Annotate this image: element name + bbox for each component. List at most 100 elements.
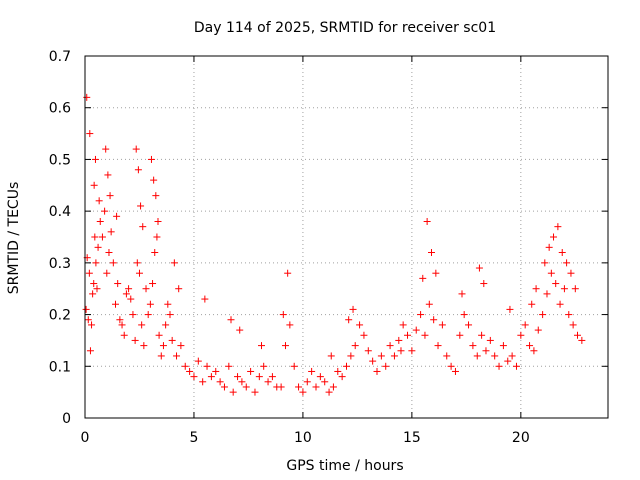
data-point — [101, 207, 109, 215]
data-point — [220, 383, 228, 391]
data-point — [89, 290, 97, 298]
data-points — [82, 93, 586, 396]
data-point — [303, 378, 311, 386]
data-point — [264, 378, 272, 386]
data-point — [173, 352, 181, 360]
data-point — [98, 233, 106, 241]
data-point — [154, 217, 162, 225]
data-point — [90, 280, 98, 288]
data-point — [360, 331, 368, 339]
data-point — [473, 352, 481, 360]
data-point — [412, 326, 420, 334]
data-point — [504, 357, 512, 365]
data-point — [103, 269, 111, 277]
data-point — [134, 166, 142, 174]
data-point — [247, 367, 255, 375]
y-axis-label: SRMTID / TECUs — [6, 182, 22, 295]
y-tick-label: 0.6 — [49, 101, 71, 117]
data-point — [153, 233, 161, 241]
data-point — [127, 295, 135, 303]
data-point — [236, 326, 244, 334]
y-tick-label: 0.1 — [49, 359, 71, 375]
data-point — [84, 316, 92, 324]
data-point — [369, 357, 377, 365]
data-point — [258, 342, 266, 350]
data-point — [506, 305, 514, 313]
data-point — [438, 321, 446, 329]
data-point — [316, 373, 324, 381]
data-point — [334, 367, 342, 375]
data-point — [129, 311, 137, 319]
data-point — [345, 316, 353, 324]
data-point — [521, 321, 529, 329]
data-point — [107, 228, 115, 236]
data-point — [571, 285, 579, 293]
data-point — [308, 367, 316, 375]
data-point — [482, 347, 490, 355]
x-tick-label: 15 — [403, 430, 421, 446]
data-point — [109, 259, 117, 267]
data-point — [417, 311, 425, 319]
x-tick-label: 0 — [81, 430, 90, 446]
data-point — [181, 362, 189, 370]
data-point — [295, 383, 303, 391]
data-point — [255, 373, 263, 381]
data-point — [458, 290, 466, 298]
data-point — [199, 378, 207, 386]
data-point — [137, 202, 145, 210]
data-point — [146, 300, 154, 308]
data-point — [423, 217, 431, 225]
data-point — [517, 331, 525, 339]
data-point — [364, 347, 372, 355]
data-point — [102, 145, 110, 153]
data-point — [569, 321, 577, 329]
data-point — [419, 274, 427, 282]
data-point — [427, 249, 435, 257]
data-point — [281, 342, 289, 350]
data-point — [475, 264, 483, 272]
data-point — [460, 311, 468, 319]
data-point — [260, 362, 268, 370]
data-point — [338, 373, 346, 381]
data-point — [105, 249, 113, 257]
data-point — [95, 197, 103, 205]
data-point — [168, 336, 176, 344]
data-point — [425, 300, 433, 308]
data-point — [96, 217, 104, 225]
data-point — [229, 388, 237, 396]
data-point — [432, 269, 440, 277]
data-point — [90, 181, 98, 189]
data-point — [558, 249, 566, 257]
data-point — [325, 388, 333, 396]
data-point — [573, 331, 581, 339]
data-point — [434, 342, 442, 350]
data-point — [234, 373, 242, 381]
data-point — [395, 336, 403, 344]
data-point — [133, 259, 141, 267]
data-point — [138, 321, 146, 329]
data-point — [399, 321, 407, 329]
data-point — [212, 367, 220, 375]
data-point — [499, 342, 507, 350]
data-point — [91, 155, 99, 163]
data-point — [421, 331, 429, 339]
data-point — [478, 331, 486, 339]
data-point — [530, 347, 538, 355]
data-point — [545, 243, 553, 251]
data-point — [299, 388, 307, 396]
data-point — [144, 311, 152, 319]
data-point — [147, 155, 155, 163]
data-point — [377, 352, 385, 360]
data-point — [149, 280, 157, 288]
data-point — [83, 93, 91, 101]
y-tick-label: 0.5 — [49, 152, 71, 168]
y-tick-label: 0 — [62, 411, 71, 427]
data-point — [495, 362, 503, 370]
data-point — [86, 347, 94, 355]
data-point — [85, 269, 93, 277]
data-point — [404, 331, 412, 339]
data-point — [312, 383, 320, 391]
data-point — [480, 280, 488, 288]
chart-title: Day 114 of 2025, SRMTID for receiver sc0… — [194, 20, 496, 36]
